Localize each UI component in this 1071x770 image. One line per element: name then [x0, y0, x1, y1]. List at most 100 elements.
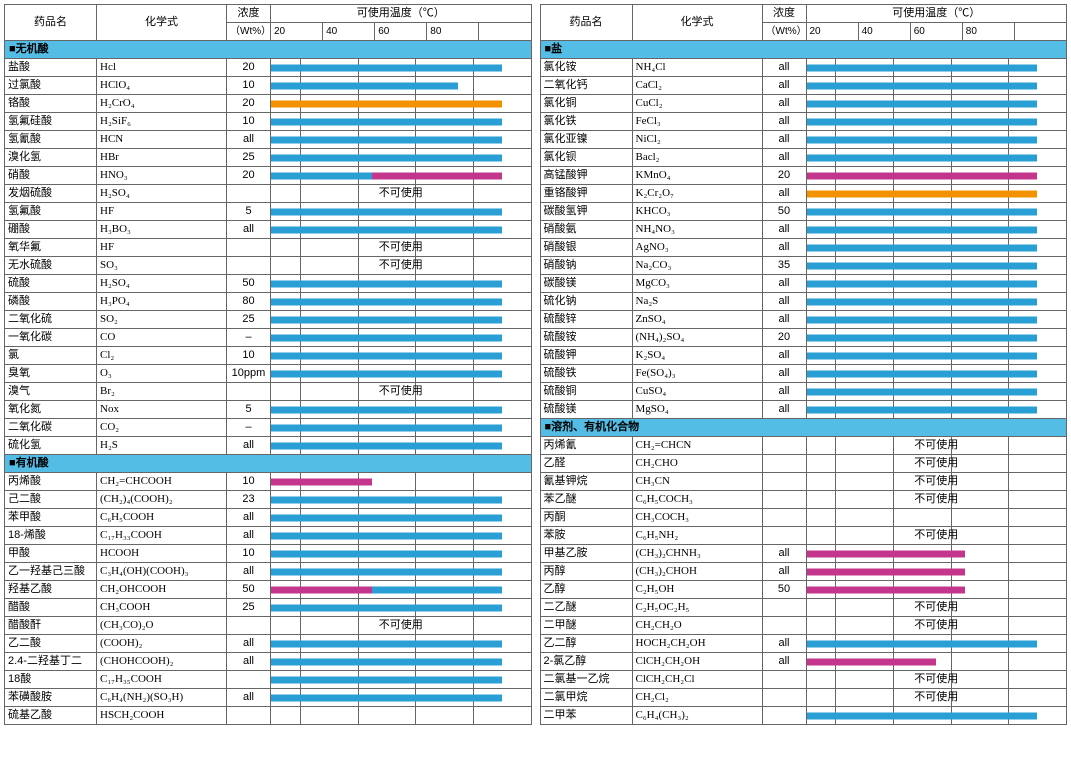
cell-name: 氯化铁 — [540, 113, 632, 131]
temp-tick — [1014, 23, 1066, 41]
cell-name: 铬酸 — [5, 95, 97, 113]
cell-name: 硫酸锌 — [540, 311, 632, 329]
temp-bar-segment — [271, 496, 502, 503]
cell-formula: H₂SO₄ — [97, 275, 227, 293]
temp-bar-cell — [806, 167, 1067, 185]
cell-name: 乙一羟基己三酸 — [5, 563, 97, 581]
temp-bar-cell — [271, 581, 532, 599]
cell-name: 二乙醚 — [540, 599, 632, 617]
left-table: 药品名化学式浓度可使用温度（℃）（Wt%）20406080■无机酸盐酸Hcl20… — [4, 4, 532, 725]
data-row: 二氧化碳CO₂– — [5, 419, 532, 437]
cell-conc — [762, 689, 806, 707]
cell-name: 氢氰酸 — [5, 131, 97, 149]
cell-name: 二甲醚 — [540, 617, 632, 635]
cell-name: 重铬酸钾 — [540, 185, 632, 203]
temp-bar-segment — [271, 478, 372, 485]
no-use-label: 不可使用 — [807, 671, 1067, 688]
cell-formula: C₂H₅OH — [632, 581, 762, 599]
cell-formula: H₂CrO₄ — [97, 95, 227, 113]
cell-formula: (CH₂)₄(COOH)₂ — [97, 491, 227, 509]
cell-conc — [762, 671, 806, 689]
cell-name: 苯磺酸胺 — [5, 689, 97, 707]
data-row: 羟基乙酸CH₂OHCOOH50 — [5, 581, 532, 599]
no-use-label: 不可使用 — [271, 383, 531, 400]
cell-conc: 10 — [227, 77, 271, 95]
data-row: 硫酸铜CuSO₄all — [540, 383, 1067, 401]
temp-bar-cell — [806, 545, 1067, 563]
temp-bar-cell — [271, 311, 532, 329]
cell-name: 氯化亚镍 — [540, 131, 632, 149]
cell-name: 苯甲酸 — [5, 509, 97, 527]
temp-bar-cell — [806, 275, 1067, 293]
cell-conc: 10 — [227, 113, 271, 131]
temp-bar-cell — [271, 131, 532, 149]
cell-conc: all — [762, 239, 806, 257]
temp-bar-cell: 不可使用 — [271, 257, 532, 275]
temp-bar-segment — [807, 118, 1038, 125]
temp-bar-segment — [271, 568, 502, 575]
temp-bar-cell — [806, 509, 1067, 527]
temp-bar-segment — [271, 370, 502, 377]
temp-bar-cell — [806, 203, 1067, 221]
cell-formula: HF — [97, 203, 227, 221]
cell-name: 氯化钡 — [540, 149, 632, 167]
cell-formula: HSCH₂COOH — [97, 707, 227, 725]
cell-conc: all — [762, 347, 806, 365]
cell-name: 硫化氢 — [5, 437, 97, 455]
cell-formula: C₁₇H₃₅COOH — [97, 671, 227, 689]
data-row: 二甲醚CH₂CH₂O不可使用 — [540, 617, 1067, 635]
cell-formula: NH₄NO₃ — [632, 221, 762, 239]
cell-name: 羟基乙酸 — [5, 581, 97, 599]
cell-formula: C₆H₄(NH₂)(SO₃H) — [97, 689, 227, 707]
temp-bar-segment — [271, 532, 502, 539]
temp-bar-segment — [271, 118, 502, 125]
data-row: 碳酸氢钾KHCO₃50 — [540, 203, 1067, 221]
temp-bar-cell — [806, 95, 1067, 113]
temp-bar-cell — [271, 545, 532, 563]
cell-name: 氢氟硅酸 — [5, 113, 97, 131]
cell-conc: all — [227, 635, 271, 653]
temp-bar-segment — [271, 316, 502, 323]
cell-name: 发烟硫酸 — [5, 185, 97, 203]
cell-formula: CH₃COOH — [97, 599, 227, 617]
data-row: 2-氯乙醇ClCH₂CH₂OHall — [540, 653, 1067, 671]
section-row: ■盐 — [540, 41, 1067, 59]
temp-bar-segment — [271, 442, 502, 449]
temp-bar-cell — [806, 563, 1067, 581]
cell-formula: SO₂ — [97, 311, 227, 329]
section-row: ■溶剂、有机化合物 — [540, 419, 1067, 437]
cell-conc: all — [762, 113, 806, 131]
temp-bar-cell: 不可使用 — [806, 473, 1067, 491]
cell-name: 氧化氮 — [5, 401, 97, 419]
data-row: 二氧化硫SO₂25 — [5, 311, 532, 329]
cell-conc: all — [762, 563, 806, 581]
cell-formula: CH₃COCH₃ — [632, 509, 762, 527]
data-row: 甲基乙胺(CH₃)₂CHNH₃all — [540, 545, 1067, 563]
temp-bar-cell — [271, 113, 532, 131]
cell-formula: NH₄Cl — [632, 59, 762, 77]
temp-bar-segment — [271, 100, 502, 107]
data-row: 硫基乙酸HSCH₂COOH — [5, 707, 532, 725]
cell-name: 2.4-二羟基丁二 — [5, 653, 97, 671]
no-use-label: 不可使用 — [271, 257, 531, 274]
cell-name: 碳酸镁 — [540, 275, 632, 293]
no-use-label: 不可使用 — [807, 689, 1067, 706]
no-use-label: 不可使用 — [807, 527, 1067, 544]
temp-bar-segment — [271, 334, 502, 341]
temp-bar-cell: 不可使用 — [271, 239, 532, 257]
data-row: 氢氟酸HF5 — [5, 203, 532, 221]
data-row: 醋酸CH₃COOH25 — [5, 599, 532, 617]
data-row: 氢氟硅酸H₂SiF₆10 — [5, 113, 532, 131]
cell-conc: 5 — [227, 401, 271, 419]
cell-conc: 5 — [227, 203, 271, 221]
cell-name: 硝酸 — [5, 167, 97, 185]
cell-name: 醋酸 — [5, 599, 97, 617]
cell-formula: H₂S — [97, 437, 227, 455]
cell-name: 苯乙醚 — [540, 491, 632, 509]
data-row: 己二酸(CH₂)₄(COOH)₂23 — [5, 491, 532, 509]
data-row: 乙二醇HOCH₂CH₂OHall — [540, 635, 1067, 653]
data-row: 苯乙醚C₆H₅COCH₃不可使用 — [540, 491, 1067, 509]
cell-formula: HOCH₂CH₂OH — [632, 635, 762, 653]
cell-conc: all — [762, 59, 806, 77]
cell-formula: CuSO₄ — [632, 383, 762, 401]
